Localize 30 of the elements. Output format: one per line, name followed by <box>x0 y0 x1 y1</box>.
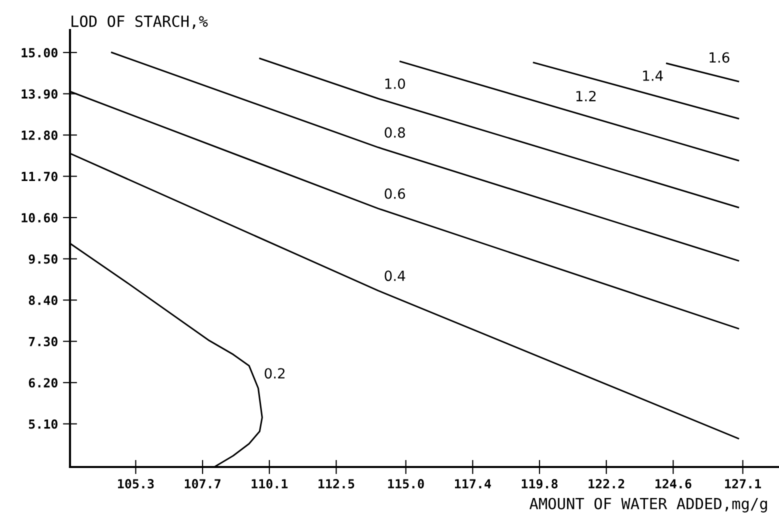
y-tick-label: 9.50 <box>28 254 58 264</box>
y-tick-label: 7.30 <box>28 336 58 346</box>
y-tick-label: 6.20 <box>28 378 58 388</box>
series-label: 0.2 <box>264 368 285 379</box>
x-tick-label: 127.1 <box>725 479 762 488</box>
series-label: 1.0 <box>385 78 405 90</box>
x-tick-label: 105.3 <box>118 479 154 488</box>
x-tick-label: 115.0 <box>388 479 424 488</box>
y-axis-title: LOD OF STARCH,% <box>72 15 208 29</box>
y-tick-label: 15.00 <box>22 48 58 58</box>
series-label: 1.6 <box>710 52 730 63</box>
series-label: 1.2 <box>576 90 596 102</box>
x-tick-label: 117.4 <box>455 479 491 488</box>
x-tick-label: 107.7 <box>184 479 220 488</box>
series-label: 1.4 <box>643 70 663 81</box>
y-tick-label: 11.70 <box>22 172 58 182</box>
y-tick-label: 12.80 <box>22 130 58 140</box>
series-label: 0.4 <box>384 270 406 282</box>
y-tick-label: 10.60 <box>22 213 58 222</box>
series-label: 0.8 <box>384 127 405 138</box>
x-tick-label: 122.2 <box>588 479 624 488</box>
y-tick-label: 13.90 <box>22 89 58 99</box>
x-tick-label: 124.6 <box>656 479 692 488</box>
x-tick-label: 119.8 <box>522 479 558 489</box>
series-label: 0.6 <box>384 188 406 199</box>
x-tick-label: 110.1 <box>252 479 288 488</box>
y-tick-label: 8.40 <box>28 296 58 306</box>
y-tick-label: 5.10 <box>28 419 58 429</box>
x-tick-label: 112.5 <box>318 479 354 488</box>
x-axis-title: AMOUNT OF WATER ADDED,mg/g <box>530 498 767 512</box>
